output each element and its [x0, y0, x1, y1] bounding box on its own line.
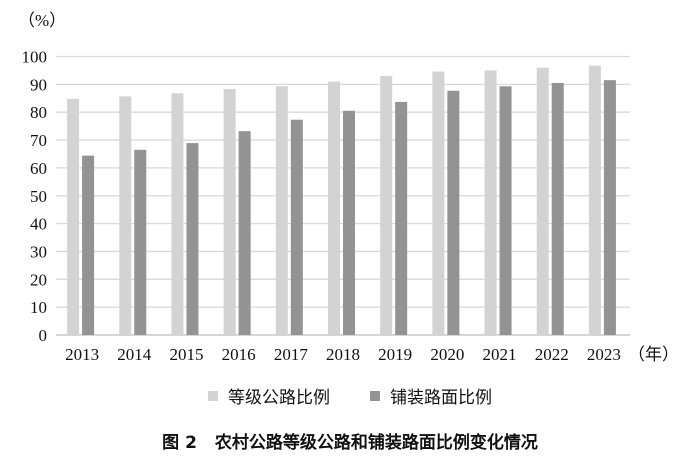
legend-label: 等级公路比例	[228, 388, 330, 407]
y-tick-label: 50	[30, 187, 47, 206]
bar-paved-2018	[343, 110, 355, 336]
bar-paved-2015	[186, 143, 199, 335]
y-tick-label: 40	[30, 215, 47, 234]
x-tick-label: 2022	[535, 345, 569, 364]
bar-paved-2016	[238, 131, 251, 335]
bar-graded-2019	[380, 75, 393, 336]
bar-graded-2023	[588, 65, 601, 336]
bar-paved-2021	[499, 86, 512, 335]
y-tick-label: 60	[30, 159, 47, 178]
legend-item-paved-roads: 铺装路面比例	[370, 383, 492, 408]
x-tick-label: 2013	[65, 345, 99, 364]
figure-number: 图 2	[162, 433, 197, 453]
bar-paved-2023	[603, 80, 616, 335]
x-tick-label: 2015	[169, 345, 203, 364]
x-tick-label: 2017	[274, 345, 309, 364]
x-tick-label: 2016	[222, 345, 256, 364]
x-tick-label: 2023	[587, 345, 621, 364]
x-tick-label: 2014	[117, 345, 152, 364]
figure-caption: 图 2 农村公路等级公路和铺装路面比例变化情况	[0, 428, 700, 453]
legend-swatch	[370, 390, 380, 401]
y-tick-label: 0	[39, 326, 48, 345]
bar-graded-2014	[119, 96, 132, 335]
y-tick-label: 90	[30, 75, 47, 94]
legend: 等级公路比例 铺装路面比例	[0, 383, 700, 408]
y-tick-label: 100	[22, 48, 48, 67]
bar-graded-2013	[67, 98, 80, 335]
bar-graded-2017	[275, 86, 288, 335]
y-tick-label: 20	[30, 270, 47, 289]
legend-swatch	[208, 390, 218, 401]
bar-graded-2022	[536, 67, 549, 335]
y-tick-label: 70	[30, 131, 47, 150]
y-tick-label: 80	[30, 103, 47, 122]
bar-paved-2019	[395, 101, 408, 335]
x-tick-label: 2019	[378, 345, 412, 364]
y-tick-label: 30	[30, 242, 47, 261]
bar-graded-2021	[484, 70, 497, 336]
figure-title: 农村公路等级公路和铺装路面比例变化情况	[214, 433, 538, 453]
bar-graded-2016	[223, 89, 236, 335]
bar-graded-2020	[432, 71, 445, 335]
x-tick-label: 2021	[483, 345, 517, 364]
bar-paved-2017	[290, 119, 303, 335]
x-tick-label: 2020	[430, 345, 464, 364]
bar-paved-2013	[82, 155, 95, 335]
x-tick-label: 2018	[326, 345, 360, 364]
y-tick-label: 10	[30, 298, 47, 317]
bar-paved-2014	[134, 149, 147, 335]
x-axis-unit: （年）	[628, 345, 679, 364]
bar-chart: （%） 0 10 20 30 40 50 60 70 80 90 100 2013 2014 2015 20…	[18, 11, 679, 364]
y-axis-unit: （%）	[18, 11, 66, 30]
bar-graded-2018	[328, 81, 340, 335]
bar-graded-2015	[171, 93, 184, 336]
bar-paved-2020	[447, 90, 460, 336]
legend-label: 铺装路面比例	[390, 388, 492, 407]
bar-paved-2022	[551, 82, 564, 336]
legend-item-graded-roads: 等级公路比例	[208, 383, 330, 408]
